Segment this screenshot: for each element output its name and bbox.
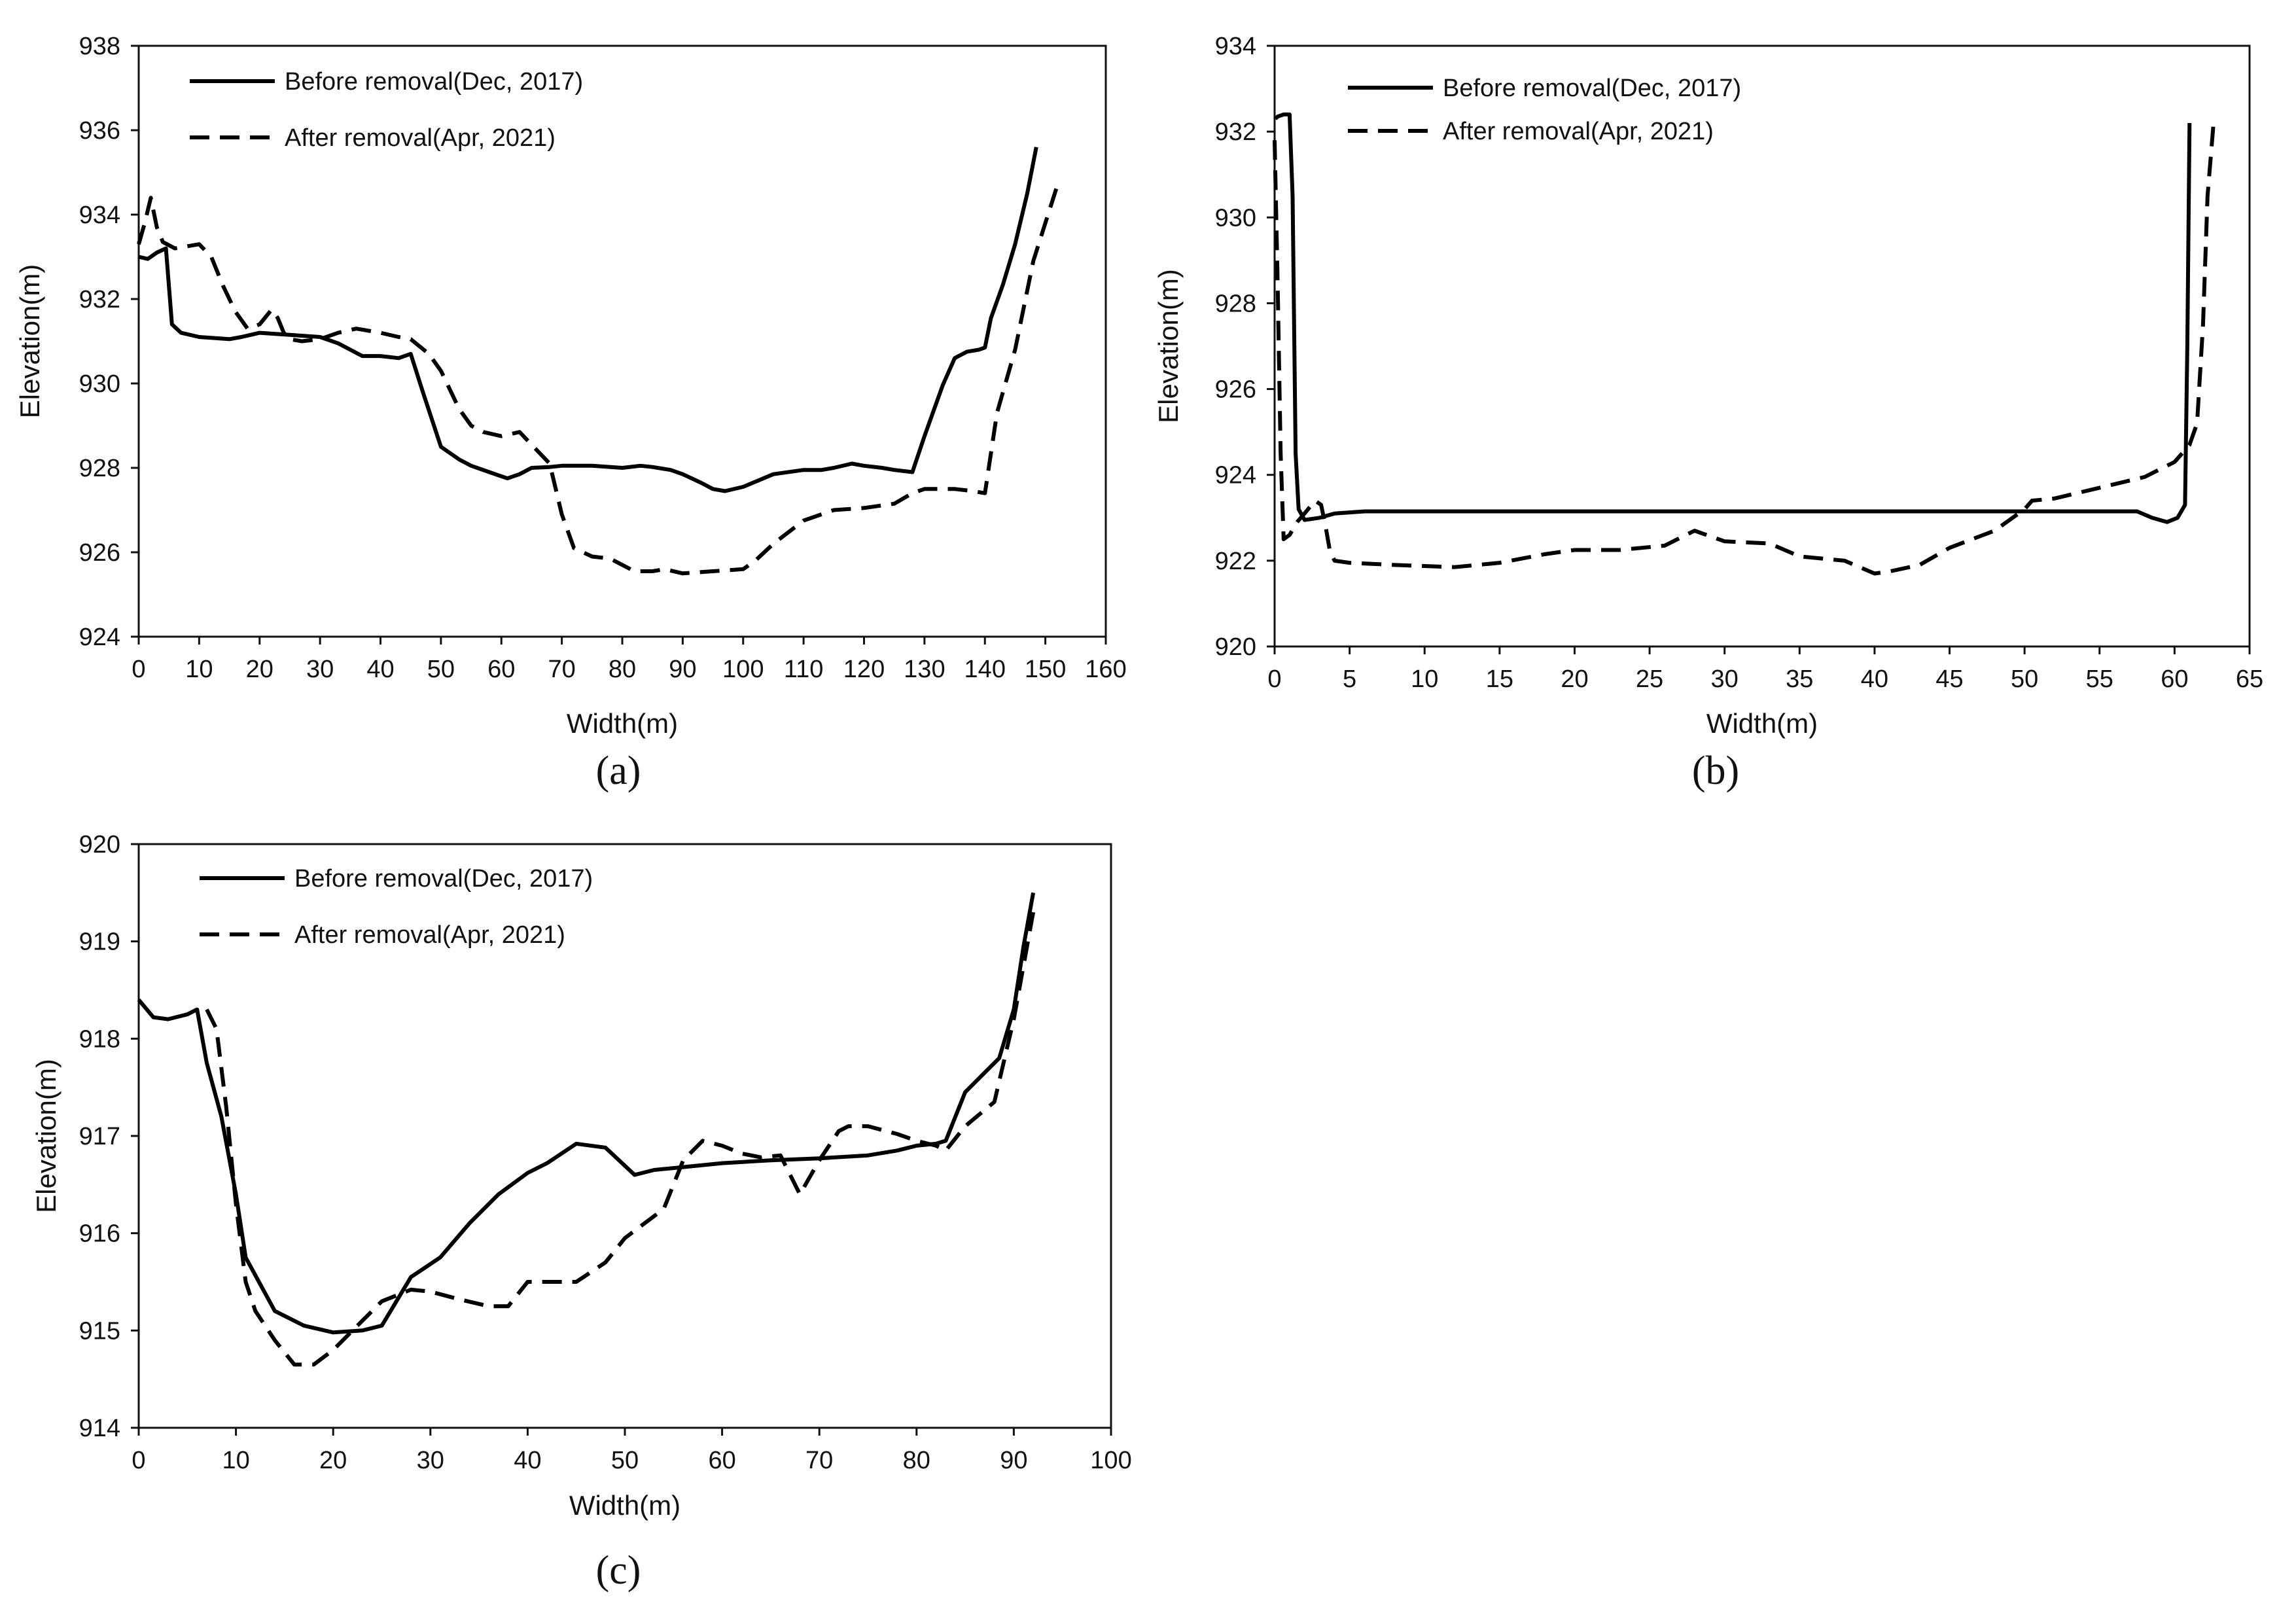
- y-tick-label: 924: [79, 624, 120, 651]
- y-tick-label: 920: [1215, 633, 1256, 661]
- x-axis-title: Width(m): [569, 1490, 680, 1521]
- x-tick-label: 10: [1411, 665, 1438, 693]
- y-tick-label: 924: [1215, 462, 1256, 489]
- x-tick-label: 15: [1486, 665, 1513, 693]
- y-tick-label: 926: [1215, 376, 1256, 404]
- chart-panel-3: 0 10 20 30 40 50 60 70 80 90 100 914 915 916 917 918 919…: [31, 831, 1132, 1593]
- x-tick-label: 5: [1343, 665, 1356, 693]
- x-tick-label: 30: [306, 656, 334, 683]
- y-tick-label: 914: [79, 1415, 120, 1442]
- y-tick-label: 926: [79, 539, 120, 567]
- series-line-after-removal: [137, 184, 1059, 576]
- panel-label: (c): [596, 1548, 641, 1593]
- panel-label: (b): [1692, 749, 1739, 793]
- y-tick-label: 934: [1215, 33, 1256, 60]
- x-tick-label: 150: [1025, 656, 1066, 683]
- y-tick-label: 932: [79, 286, 120, 313]
- x-tick-label: 35: [1786, 665, 1813, 693]
- legend-label: Before removal(Dec, 2017): [285, 68, 583, 96]
- y-tick-label: 930: [1215, 204, 1256, 232]
- x-tick-label: 50: [427, 656, 455, 683]
- x-tick-label: 100: [1090, 1447, 1131, 1474]
- series-line-before-removal: [137, 892, 1036, 1335]
- legend-label: After removal(Apr, 2021): [1443, 118, 1714, 145]
- x-tick-label: 10: [222, 1447, 249, 1474]
- y-tick-label: 936: [79, 117, 120, 145]
- x-tick-label: 90: [1000, 1447, 1027, 1474]
- x-axis-title: Width(m): [567, 708, 678, 739]
- x-tick-label: 40: [366, 656, 394, 683]
- legend-label: Before removal(Dec, 2017): [1443, 75, 1741, 102]
- x-tick-label: 20: [246, 656, 274, 683]
- x-axis-title: Width(m): [1706, 708, 1818, 739]
- y-axis-title: Elevation(m): [31, 1059, 62, 1213]
- y-tick-label: 918: [79, 1025, 120, 1053]
- x-tick-label: 90: [669, 656, 696, 683]
- x-tick-label: 30: [1711, 665, 1739, 693]
- y-axis-title: Elevation(m): [14, 264, 45, 419]
- x-tick-label: 160: [1085, 656, 1126, 683]
- y-tick-label: 919: [79, 929, 120, 956]
- x-tick-label: 20: [319, 1447, 347, 1474]
- x-tick-label: 60: [708, 1447, 735, 1474]
- plot-frame: [137, 843, 1112, 1429]
- x-tick-label: 10: [185, 656, 213, 683]
- series-line-after-removal: [1273, 122, 2216, 576]
- plot-frame: [137, 44, 1107, 638]
- series-line-before-removal: [1274, 112, 2192, 524]
- series-line-after-removal: [205, 912, 1036, 1367]
- series-line-before-removal: [138, 147, 1038, 493]
- x-tick-label: 80: [609, 656, 636, 683]
- plot-frame: [1273, 44, 2251, 648]
- x-tick-label: 30: [417, 1447, 444, 1474]
- x-tick-label: 140: [964, 656, 1006, 683]
- legend-label: After removal(Apr, 2021): [285, 124, 556, 152]
- y-tick-label: 930: [79, 370, 120, 398]
- x-tick-label: 60: [487, 656, 515, 683]
- y-tick-label: 932: [1215, 118, 1256, 146]
- y-tick-label: 915: [79, 1317, 120, 1345]
- x-tick-label: 0: [132, 1447, 145, 1474]
- chart-panel-1: 0 10 20 30 40 50 60 70 80 90 100 110 120 130 140 150 160…: [14, 33, 1127, 793]
- y-tick-label: 938: [79, 33, 120, 60]
- legend-label: Before removal(Dec, 2017): [294, 865, 593, 893]
- legend-label: After removal(Apr, 2021): [294, 921, 565, 949]
- y-tick-label: 928: [79, 455, 120, 482]
- y-tick-label: 917: [79, 1123, 120, 1150]
- y-tick-label: 922: [1215, 548, 1256, 575]
- x-tick-label: 50: [2011, 665, 2038, 693]
- y-tick-label: 928: [1215, 290, 1256, 317]
- y-tick-label: 934: [79, 202, 120, 229]
- x-tick-label: 25: [1636, 665, 1663, 693]
- x-tick-label: 60: [2161, 665, 2188, 693]
- x-tick-label: 110: [784, 656, 824, 683]
- x-tick-label: 0: [1267, 665, 1281, 693]
- x-tick-label: 20: [1561, 665, 1588, 693]
- y-axis-title: Elevation(m): [1153, 269, 1184, 423]
- x-tick-label: 50: [611, 1447, 639, 1474]
- y-tick-label: 920: [79, 831, 120, 859]
- x-tick-label: 120: [843, 656, 885, 683]
- x-tick-label: 80: [903, 1447, 930, 1474]
- x-tick-label: 65: [2236, 665, 2263, 693]
- x-tick-label: 70: [548, 656, 575, 683]
- x-tick-label: 55: [2086, 665, 2113, 693]
- x-tick-label: 45: [1935, 665, 1963, 693]
- panel-label: (a): [596, 749, 641, 793]
- x-tick-label: 130: [904, 656, 945, 683]
- y-tick-label: 916: [79, 1220, 120, 1248]
- x-tick-label: 40: [1861, 665, 1888, 693]
- x-tick-label: 100: [722, 656, 764, 683]
- x-tick-label: 0: [132, 656, 145, 683]
- x-tick-label: 70: [805, 1447, 833, 1474]
- chart-panel-2: 0 5 10 15 20 25 30 35 40 45 50 55 60 65 920 922 924 926 92…: [1153, 33, 2263, 793]
- x-tick-label: 40: [514, 1447, 541, 1474]
